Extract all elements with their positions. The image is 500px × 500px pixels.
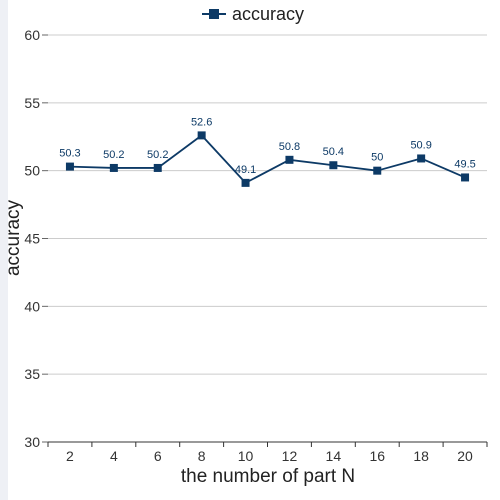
data-point[interactable] bbox=[65, 162, 74, 171]
data-labels: 50.3 50.2 50.2 52.6 49.1 50.8 50.4 50 50.9 49.5 bbox=[59, 116, 476, 175]
x-tick-label: 6 bbox=[154, 448, 162, 464]
x-tick-label: 20 bbox=[457, 448, 473, 464]
x-tick-label: 4 bbox=[110, 448, 118, 464]
y-tick-label: 55 bbox=[24, 95, 40, 111]
y-axis-title: accuracy bbox=[3, 199, 24, 276]
y-axis-ticks: 30 35 40 45 50 55 60 bbox=[24, 27, 48, 450]
x-tick-label: 2 bbox=[66, 448, 74, 464]
x-axis-title: the number of part N bbox=[181, 466, 355, 487]
y-tick-label: 50 bbox=[24, 163, 40, 179]
x-tick-label: 12 bbox=[282, 448, 298, 464]
data-point[interactable] bbox=[109, 163, 118, 172]
data-label: 49.5 bbox=[454, 158, 475, 170]
x-tick-label: 18 bbox=[413, 448, 429, 464]
left-edge-strip bbox=[0, 0, 8, 500]
data-label: 50.4 bbox=[323, 146, 344, 158]
x-tick-label: 10 bbox=[238, 448, 254, 464]
data-label: 50 bbox=[371, 152, 383, 164]
data-point[interactable] bbox=[373, 166, 382, 175]
legend-label: accuracy bbox=[232, 4, 304, 24]
data-label: 49.1 bbox=[235, 164, 256, 176]
legend[interactable]: accuracy bbox=[202, 4, 304, 24]
series-line bbox=[69, 134, 466, 184]
data-point[interactable] bbox=[153, 163, 162, 172]
x-axis: 2 4 6 8 10 12 14 16 18 20 bbox=[47, 441, 488, 464]
data-point[interactable] bbox=[285, 155, 294, 164]
data-point[interactable] bbox=[417, 154, 426, 163]
y-tick-label: 35 bbox=[24, 366, 40, 382]
data-label: 50.3 bbox=[59, 148, 80, 160]
y-tick-label: 45 bbox=[24, 231, 40, 247]
grid-lines bbox=[48, 34, 487, 375]
legend-marker-square bbox=[209, 9, 219, 19]
y-tick-label: 30 bbox=[24, 434, 40, 450]
data-label: 52.6 bbox=[191, 116, 212, 128]
data-point[interactable] bbox=[461, 173, 470, 182]
data-point[interactable] bbox=[329, 161, 338, 170]
data-point[interactable] bbox=[197, 131, 206, 140]
y-tick-label: 60 bbox=[24, 27, 40, 43]
x-tick-label: 8 bbox=[198, 448, 206, 464]
data-label: 50.9 bbox=[410, 139, 431, 151]
x-tick-label: 16 bbox=[369, 448, 385, 464]
series-layer bbox=[65, 131, 470, 187]
x-tick-label: 14 bbox=[326, 448, 342, 464]
data-point[interactable] bbox=[241, 178, 250, 187]
data-label: 50.2 bbox=[103, 149, 124, 161]
y-tick-label: 40 bbox=[24, 298, 40, 314]
data-label: 50.8 bbox=[279, 141, 300, 153]
data-label: 50.2 bbox=[147, 149, 168, 161]
